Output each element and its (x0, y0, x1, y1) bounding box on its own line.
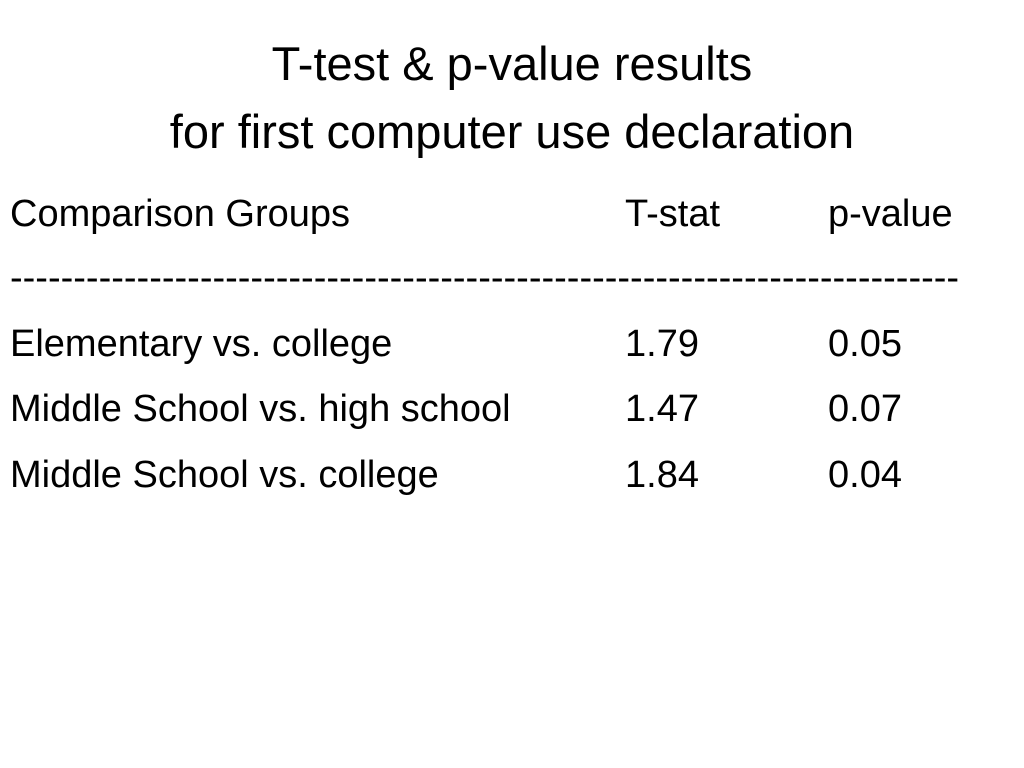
table-cell: Elementary vs. college (10, 323, 393, 365)
table-cell: 1.84 (625, 454, 699, 496)
column-header: Comparison Groups (10, 193, 351, 235)
column-header: T-stat (625, 193, 721, 235)
column-header: p-value (828, 193, 953, 235)
table-cell: 0.07 (828, 388, 902, 430)
table-cell: 0.05 (828, 323, 902, 365)
table-cell: 1.79 (625, 323, 699, 365)
separator: ----------------------------------------… (10, 257, 960, 299)
table-cell: Middle School vs. college (10, 454, 439, 496)
table-cell: 0.04 (828, 454, 902, 496)
title-line: for first computer use declaration (169, 105, 855, 158)
table-cell: 1.47 (625, 388, 699, 430)
table-cell: Middle School vs. high school (10, 388, 511, 430)
title-line: T-test & p-value results (271, 37, 753, 90)
